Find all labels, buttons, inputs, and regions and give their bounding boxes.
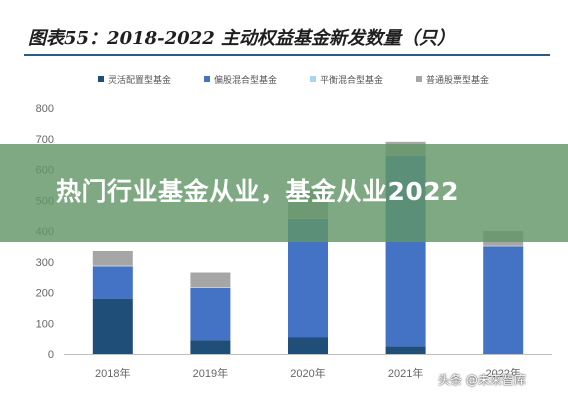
x-tick-label: 2022年 bbox=[485, 366, 520, 380]
watermark-text: 头条 @未来智库 bbox=[438, 373, 526, 387]
legend-label: 灵活配置型基金 bbox=[108, 74, 171, 86]
bar-segment bbox=[483, 245, 524, 247]
x-tick-label: 2020年 bbox=[290, 366, 325, 380]
y-tick-label: 300 bbox=[36, 257, 54, 269]
title-underline bbox=[24, 54, 550, 56]
y-tick-label: 0 bbox=[48, 349, 54, 361]
x-tick-label: 2018年 bbox=[95, 366, 130, 380]
bar-segment bbox=[288, 337, 328, 354]
legend-label: 普通股票型基金 bbox=[426, 74, 489, 86]
x-tick-label: 2021年 bbox=[388, 366, 423, 380]
legend-label: 平衡混合型基金 bbox=[320, 74, 383, 86]
bar-segment bbox=[92, 250, 133, 266]
y-tick-label: 800 bbox=[36, 103, 54, 115]
bar-segment bbox=[92, 298, 133, 354]
bar-segment bbox=[190, 287, 231, 288]
y-tick-label: 200 bbox=[36, 288, 54, 300]
bar-segment bbox=[385, 346, 426, 354]
legend-swatch bbox=[310, 76, 316, 82]
bar-segment bbox=[483, 246, 524, 354]
bar-segment bbox=[92, 265, 133, 267]
legend-swatch bbox=[98, 76, 104, 82]
y-tick-label: 700 bbox=[36, 134, 54, 146]
bar-segment bbox=[92, 266, 133, 299]
legend-swatch bbox=[416, 76, 422, 82]
bar-segment bbox=[190, 272, 231, 288]
y-tick-label: 100 bbox=[36, 318, 54, 330]
x-tick-label: 2019年 bbox=[193, 366, 228, 380]
bar-segment bbox=[190, 287, 231, 341]
legend-label: 偏股混合型基金 bbox=[214, 74, 277, 86]
chart-title: 图表55：2018-2022 主动权益基金新发数量（只） bbox=[28, 28, 455, 49]
banner-text: 热门行业基金从业，基金从业2022 bbox=[56, 177, 460, 206]
bar-segment bbox=[190, 340, 231, 354]
legend-swatch bbox=[204, 76, 210, 82]
banner-overlay: 热门行业基金从业，基金从业2022 bbox=[0, 144, 568, 242]
